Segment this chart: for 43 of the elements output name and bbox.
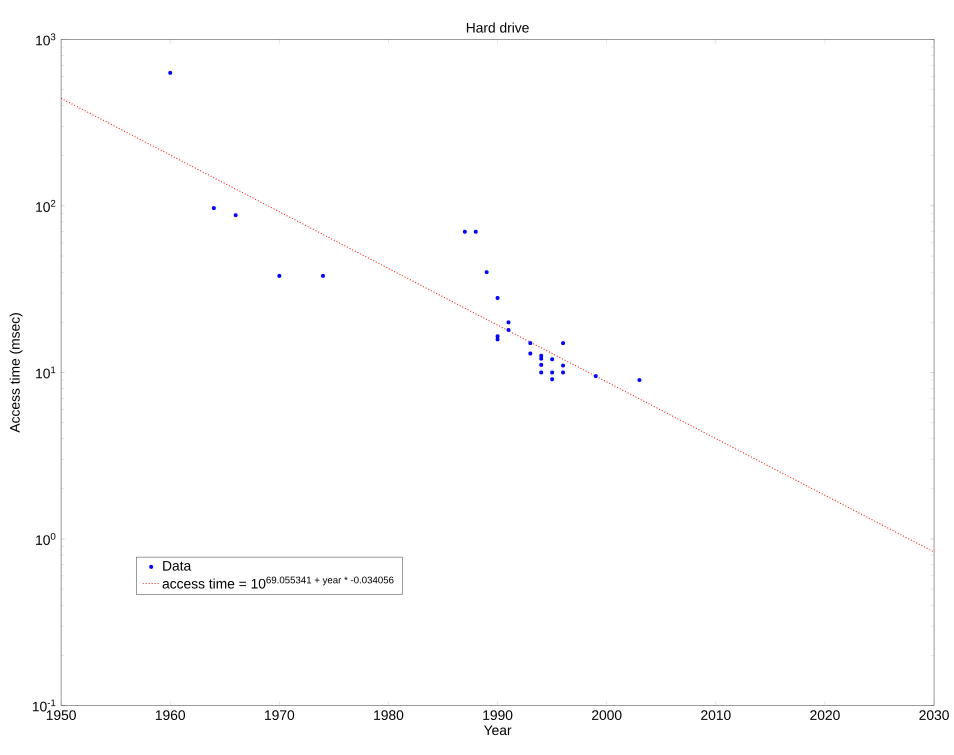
- point: [484, 270, 489, 274]
- point: [550, 357, 554, 362]
- point: [506, 320, 510, 324]
- y-tick-label: 10$^{1}$: [36, 366, 56, 379]
- point: [528, 341, 532, 346]
- point: [277, 274, 282, 278]
- point: [539, 356, 544, 361]
- y-tick-label: 10$^{0}$: [36, 533, 56, 546]
- x-tick-label: 2020: [810, 710, 840, 720]
- point: [637, 378, 642, 382]
- point: [496, 334, 500, 338]
- point: [550, 377, 554, 382]
- x-tick-label: 1980: [374, 710, 404, 720]
- x-tick-label: 2000: [592, 710, 622, 720]
- x-tick-label: 2010: [701, 710, 731, 720]
- chart-title: Hard drive: [466, 22, 529, 33]
- x-axis-title: Year: [484, 726, 512, 736]
- x-tick-label: 1990: [483, 710, 512, 720]
- point: [539, 370, 544, 375]
- point: [496, 296, 500, 300]
- legend-label: Data: [163, 561, 192, 571]
- point: [561, 364, 566, 368]
- point: [212, 206, 216, 210]
- point: [561, 341, 566, 346]
- point: [506, 328, 510, 332]
- x-tick-label: 1960: [156, 710, 186, 720]
- point: [550, 370, 554, 375]
- point: [528, 352, 532, 356]
- point: [474, 230, 478, 234]
- y-tick-label: 10$^{2}$: [36, 200, 56, 212]
- point: [234, 213, 238, 218]
- point: [462, 230, 467, 234]
- point: [496, 338, 500, 342]
- point: [321, 274, 325, 278]
- x-tick-label: 1950: [46, 710, 76, 720]
- x-tick-label: 2030: [919, 710, 949, 720]
- y-tick-label: 10$^{3}$: [36, 34, 56, 46]
- point: [539, 363, 544, 367]
- x-tick-label: 1970: [265, 710, 294, 720]
- y-axis-title: Access time (msec): [10, 313, 22, 433]
- point: [561, 370, 566, 375]
- point: [594, 374, 598, 378]
- point: [168, 70, 172, 75]
